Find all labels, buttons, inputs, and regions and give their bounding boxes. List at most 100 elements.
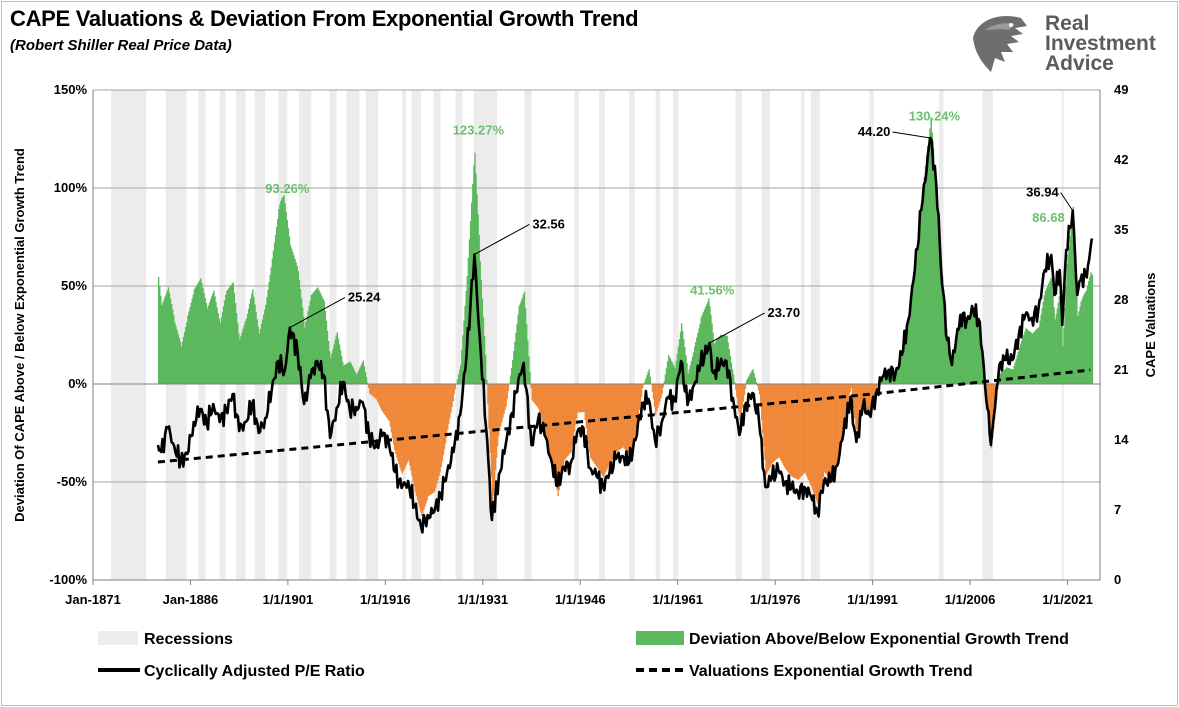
deviation-bar-positive [178,337,180,384]
deviation-bar-positive [979,328,982,384]
deviation-bar-positive [280,200,282,384]
deviation-bar-positive [202,288,204,384]
right-tick-label: 0 [1114,572,1121,587]
chart-title: CAPE Valuations & Deviation From Exponen… [10,6,639,31]
deviation-bar-negative [822,384,825,478]
deviation-bar-positive [270,267,272,384]
deviation-bar-negative [600,384,603,474]
deviation-bar-negative [867,384,869,411]
deviation-bar-negative [402,384,405,472]
deviation-bar-negative [434,384,436,492]
deviation-bar-negative [574,384,577,425]
deviation-bar-positive [925,155,928,384]
deviation-bar-positive [254,304,256,384]
deviation-bar-positive [481,298,484,384]
deviation-bar-positive [283,195,285,384]
deviation-bar-positive [1016,355,1019,384]
deviation-bar-negative [568,384,570,455]
deviation-bar-negative [790,384,792,476]
deviation-bar-negative [814,384,816,496]
deviation-bar-negative [412,384,414,482]
deviation-bar-positive [977,322,980,384]
deviation-bar-positive [187,315,189,384]
recession-band [365,90,379,580]
deviation-bar-positive [1086,285,1089,384]
deviation-bar-negative [390,384,393,433]
deviation-bar-positive [1036,329,1038,384]
deviation-bar-positive [327,341,330,384]
deviation-bar-positive [232,282,235,384]
deviation-bar-negative [584,384,586,421]
deviation-bar-negative [874,384,877,393]
deviation-bar-negative [740,384,742,415]
recession-band [673,90,679,580]
deviation-bar-positive [245,318,248,384]
deviation-bar-negative [440,384,442,468]
deviation-bar-positive [353,370,356,384]
deviation-bar-negative [551,384,553,467]
deviation-bar-positive [911,292,913,384]
deviation-bar-positive [359,367,361,384]
deviation-bar-positive [1014,362,1016,384]
deviation-bar-positive [183,331,186,384]
deviation-bar-negative [497,384,499,447]
recession-band [628,90,635,580]
deviation-bar-positive [1059,289,1062,384]
deviation-bar-negative [831,384,833,478]
deviation-bar-negative [418,384,421,508]
deviation-bar-negative [855,384,857,429]
deviation-bar-positive [177,333,179,384]
deviation-bar-positive [162,302,164,384]
deviation-bar-positive [1006,367,1009,384]
deviation-bar-negative [774,384,776,461]
deviation-bar-positive [748,376,750,384]
deviation-bar-positive [646,375,648,384]
deviation-bar-positive [1076,289,1078,384]
deviation-bar-positive [190,302,192,384]
deviation-bar-negative [392,384,395,445]
deviation-bar-positive [960,313,962,384]
deviation-bar-positive [747,378,749,384]
deviation-bar-positive [1062,346,1064,384]
deviation-bar-negative [658,384,660,405]
recession-band [455,90,463,580]
deviation-bar-negative [635,384,637,430]
deviation-bar-negative [798,384,801,479]
deviation-bar-negative [813,384,815,493]
deviation-bar-positive [252,289,254,384]
peak-deviation-label: 130.24% [909,109,961,124]
deviation-bar-negative [444,384,447,444]
deviation-bar-positive [690,360,693,384]
deviation-bar-positive [226,290,228,384]
deviation-bar-positive [320,294,322,384]
deviation-bar-negative [842,384,844,437]
peak-deviation-label: 123.27% [453,122,505,137]
deviation-bar-positive [1043,295,1046,384]
deviation-bar-positive [296,265,298,384]
deviation-bar-negative [869,384,871,415]
deviation-bar-positive [1001,371,1003,384]
brand-logo: Real Investment Advice [965,8,1165,78]
annotations: 93.26% 123.27% 41.56% 130.24% 86.68 25.24 32.5… [265,109,1074,344]
deviation-bar-positive [213,290,215,384]
deviation-bar-negative [492,384,495,496]
deviation-bar-positive [307,311,309,384]
deviation-bar-positive [1046,285,1049,384]
peak-deviation-label: 41.56% [690,283,735,298]
deviation-bar-negative [504,384,506,410]
deviation-bar-negative [559,384,562,485]
deviation-bar-negative [801,384,803,476]
deviation-bar-positive [529,372,531,384]
deviation-bar-negative [451,384,453,407]
deviation-bar-positive [974,313,976,384]
deviation-bar-positive [687,373,689,384]
deviation-bar-positive [352,368,355,384]
deviation-bar-negative [991,384,994,439]
deviation-bar-positive [218,318,220,384]
deviation-bar-positive [980,341,983,384]
deviation-bar-positive [461,350,463,384]
deviation-bar-positive [246,313,249,384]
deviation-bar-negative [762,384,764,434]
deviation-bar-positive [1028,330,1030,384]
deviation-bar-positive [962,315,964,384]
